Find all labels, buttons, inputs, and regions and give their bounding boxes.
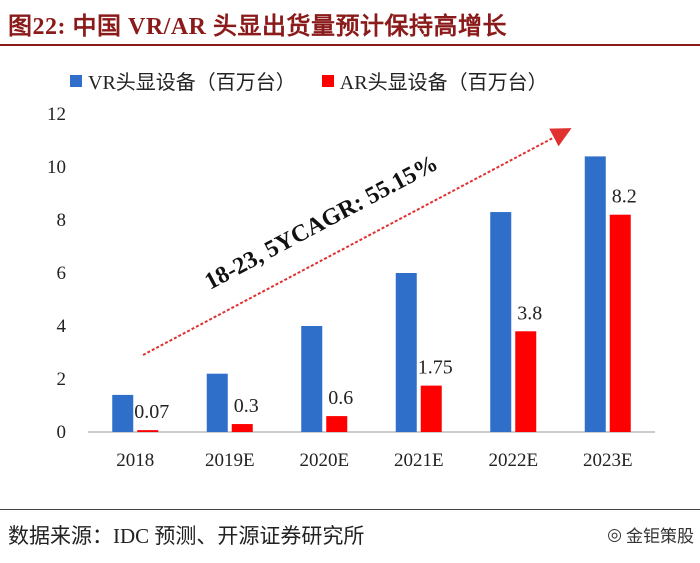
x-tick-label: 2023E bbox=[583, 450, 633, 471]
ar-bar-2018 bbox=[137, 430, 159, 432]
legend-label-ar: AR头显设备（百万台） bbox=[339, 72, 548, 94]
x-tick-label: 2020E bbox=[299, 450, 349, 471]
ar-bar-2020E bbox=[326, 416, 348, 432]
ar-bar-2021E bbox=[420, 385, 442, 432]
ar-data-label-2021E: 1.75 bbox=[418, 357, 453, 379]
vr-bar-2019E bbox=[206, 373, 228, 432]
y-tick-label: 8 bbox=[57, 210, 67, 231]
vr-bar-2022E bbox=[490, 212, 512, 432]
y-tick-label: 0 bbox=[57, 422, 67, 443]
watermark-text: 金钜策股 bbox=[626, 527, 694, 547]
watermark: ◎ 金钜策股 bbox=[607, 522, 694, 548]
ar-bar-2019E bbox=[231, 424, 253, 432]
ar-data-label-2019E: 0.3 bbox=[234, 395, 259, 417]
vr-bar-2023E bbox=[584, 156, 606, 432]
trend-arrow bbox=[142, 128, 572, 356]
ar-data-label-2022E: 3.8 bbox=[517, 302, 542, 324]
ar-data-label-2018: 0.07 bbox=[134, 401, 169, 423]
vr-bar-2018 bbox=[112, 394, 134, 432]
x-tick-label: 2021E bbox=[394, 450, 444, 471]
ar-data-label-2020E: 0.6 bbox=[328, 387, 353, 409]
legend-swatch-ar bbox=[321, 74, 334, 87]
legend: VR头显设备（百万台） AR头显设备（百万台） bbox=[70, 66, 548, 95]
y-tick-label: 2 bbox=[57, 369, 67, 390]
y-tick-label: 12 bbox=[47, 104, 66, 125]
vr-bar-2021E bbox=[395, 273, 417, 432]
y-tick-label: 10 bbox=[47, 157, 66, 178]
bar-labels: 0.07 0.3 0.6 1.75 3.8 8.2 bbox=[134, 186, 637, 423]
y-tick-label: 4 bbox=[57, 316, 67, 337]
vr-bar-2020E bbox=[301, 326, 323, 432]
ar-data-label-2023E: 8.2 bbox=[612, 186, 637, 208]
legend-label-vr: VR头显设备（百万台） bbox=[88, 72, 296, 94]
y-axis: 0 2 4 6 8 10 12 bbox=[47, 104, 67, 443]
data-source: 数据来源：IDC 预测、开源证券研究所 bbox=[8, 524, 365, 548]
chart-title: 图22: 中国 VR/AR 头显出货量预计保持高增长 bbox=[8, 14, 507, 40]
legend-item-ar: AR头显设备（百万台） bbox=[321, 66, 548, 95]
ar-bar-2023E bbox=[609, 214, 631, 432]
x-axis: 2018 2019E 2020E 2021E 2022E 2023E bbox=[88, 431, 655, 471]
wechat-icon: ◎ bbox=[607, 524, 622, 545]
x-tick-label: 2019E bbox=[205, 450, 255, 471]
y-tick-label: 6 bbox=[57, 263, 67, 284]
title-rule bbox=[0, 44, 700, 46]
x-tick-label: 2022E bbox=[488, 450, 538, 471]
footer-rule bbox=[0, 509, 700, 510]
x-tick-label: 2018 bbox=[116, 450, 154, 471]
legend-swatch-vr bbox=[70, 74, 82, 87]
legend-item-vr: VR头显设备（百万台） bbox=[70, 66, 296, 95]
ar-bar-2022E bbox=[515, 331, 537, 432]
bars bbox=[112, 156, 631, 432]
